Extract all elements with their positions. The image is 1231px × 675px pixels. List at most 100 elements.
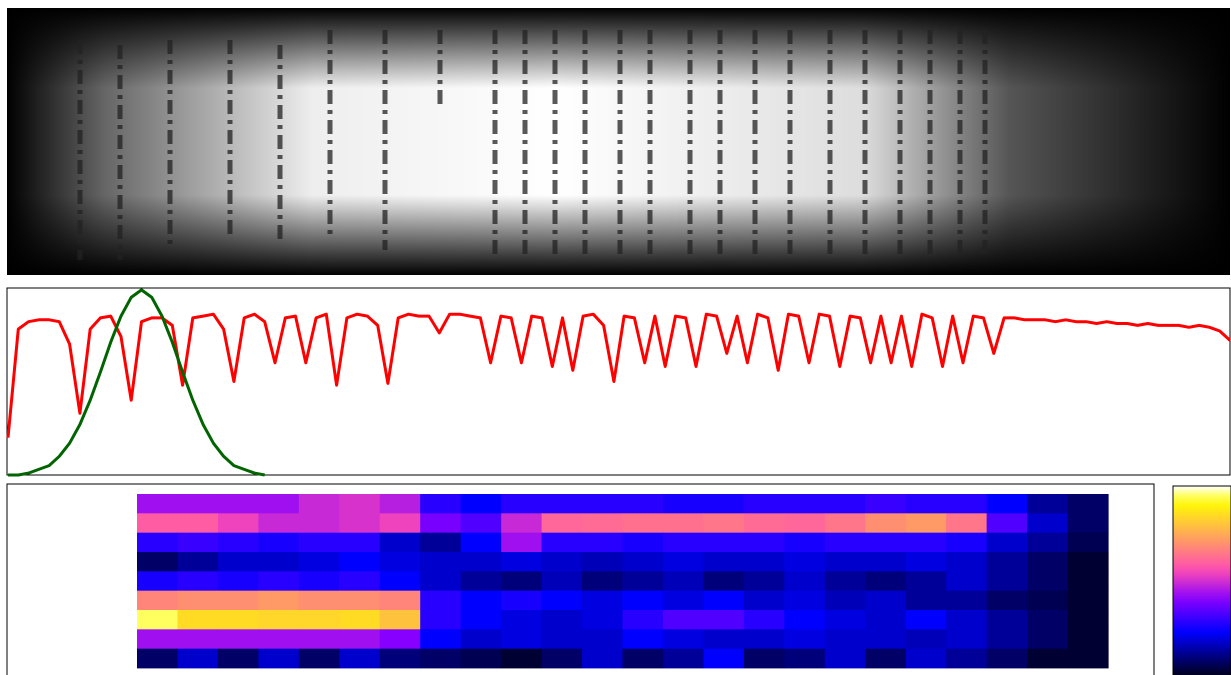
heatmap-cell [663,591,704,611]
heatmap-cell [703,552,744,572]
heatmap-cell [299,610,340,630]
heatmap-cell [663,533,704,553]
heatmap-cell [461,494,502,514]
heatmap-cell [258,513,299,533]
heatmap-cell [744,610,785,630]
heatmap-cell [784,533,825,553]
heatmap-cell [501,494,542,514]
heatmap-cell [582,494,623,514]
heatmap-cell [663,629,704,649]
heatmap-cell [987,591,1028,611]
heatmap-cell [663,610,704,630]
heatmap-cell [703,513,744,533]
heatmap-cell [501,571,542,591]
heatmap-cell [623,533,664,553]
heatmap-cell [542,610,583,630]
heatmap-cell [339,571,380,591]
heatmap-cell [339,649,380,669]
heatmap-cell [461,533,502,553]
heatmap-cell [946,629,987,649]
heatmap-cell [784,494,825,514]
heatmap-cell [339,629,380,649]
heatmap-cell [177,591,218,611]
heatmap-cell [339,494,380,514]
heatmap-cell [623,610,664,630]
heatmap-cell [703,610,744,630]
figure [0,0,1231,675]
heatmap-cell [137,629,178,649]
heatmap-cell [258,533,299,553]
heatmap-cell [218,533,259,553]
heatmap-cell [744,513,785,533]
heatmap-cell [865,513,906,533]
heatmap-cell [258,571,299,591]
heatmap-cell [663,552,704,572]
heatmap-cell [784,629,825,649]
heatmap-cell [623,649,664,669]
heatmap-cell [177,513,218,533]
heatmap-cell [137,533,178,553]
heatmap-cell [703,533,744,553]
heatmap-cell [865,571,906,591]
heatmap-cell [946,552,987,572]
heatmap-cell [865,533,906,553]
heatmap-cell [542,591,583,611]
heatmap-cell [906,649,947,669]
heatmap-cell [218,552,259,572]
heatmap-cell [987,533,1028,553]
signal-line [8,314,1230,437]
heatmap-cell [380,649,421,669]
heatmap-cell [1068,591,1109,611]
heatmap-cell [987,571,1028,591]
heatmap-cell [623,513,664,533]
heatmap-cell [1027,571,1068,591]
heatmap-cell [420,494,461,514]
heatmap-cell [663,513,704,533]
heatmap-cell [703,649,744,669]
heatmap-cell [177,610,218,630]
heatmap-cell [501,649,542,669]
heatmap-cell [784,649,825,669]
heatmap-cell [582,571,623,591]
heatmap-cell [461,591,502,611]
heatmap-cell [946,513,987,533]
heatmap-cell [946,591,987,611]
heatmap-cell [825,610,866,630]
heatmap-cell [542,629,583,649]
heatmap-cell [137,552,178,572]
heatmap-cell [1027,591,1068,611]
heatmap-cell [865,629,906,649]
heatmap-cell [663,649,704,669]
heatmap-cell [703,629,744,649]
heatmap-cell [299,591,340,611]
heatmap-cell [339,533,380,553]
heatmap-cell [137,494,178,514]
heatmap-cell [218,610,259,630]
heatmap-cell [582,591,623,611]
heatmap-cell [339,591,380,611]
heatmap-cell [177,629,218,649]
heatmap-cell [582,533,623,553]
heatmap-cell [865,591,906,611]
heatmap-cell [663,571,704,591]
heatmap-cell [501,513,542,533]
heatmap-cell [744,552,785,572]
heatmap-cell [906,610,947,630]
heatmap-cell [623,494,664,514]
heatmap-cell [784,591,825,611]
heatmap-cell [461,629,502,649]
heatmap-cell [825,591,866,611]
heatmap-cell [784,571,825,591]
heatmap-cell [865,552,906,572]
heatmap-cell [623,552,664,572]
heatmap-cell [542,552,583,572]
heatmap-cell [218,591,259,611]
heatmap-cell [299,513,340,533]
heatmap-cell [380,533,421,553]
heatmap-cell [461,571,502,591]
heatmap-cell [703,571,744,591]
heatmap-cell [946,533,987,553]
heatmap-cell [865,610,906,630]
heatmap-cell [1027,629,1068,649]
heatmap-cell [825,513,866,533]
